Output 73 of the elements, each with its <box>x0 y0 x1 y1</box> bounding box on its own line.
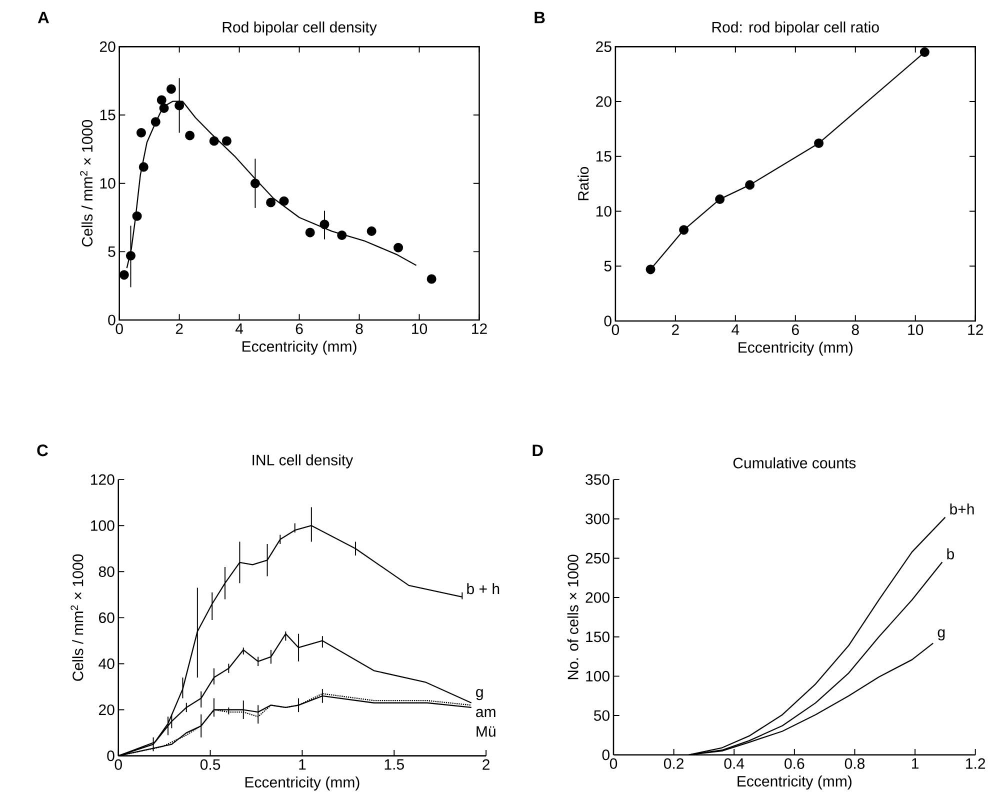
y-tick-label: 60 <box>98 612 114 623</box>
y-tick-label: 100 <box>586 670 610 682</box>
x-tick-label: 6 <box>296 323 303 334</box>
x-axis-title: Eccentricity (mm) <box>738 775 852 790</box>
y-axis-title: No. of cells × 1000 <box>567 554 578 679</box>
y-axis-title: Cells / mm$^{2}$ × 1000 <box>70 554 84 681</box>
x-tick-label: 0.5 <box>200 759 220 770</box>
chart-title: Cumulative counts <box>733 457 856 468</box>
y-tick-label: 0 <box>604 316 612 326</box>
series-label: b <box>947 548 954 560</box>
y-tick-label: 150 <box>586 631 610 642</box>
x-tick-label: 1 <box>299 759 306 770</box>
y-tick-label: 50 <box>594 710 610 721</box>
series-label: g <box>476 688 483 700</box>
x-tick-label: 12 <box>968 324 983 335</box>
y-tick-label: 15 <box>596 150 612 162</box>
x-tick-label: 0.6 <box>784 758 804 769</box>
y-tick-label: 120 <box>91 474 114 485</box>
x-tick-label: 8 <box>356 323 363 334</box>
chart-title: INL cell density <box>252 454 354 468</box>
x-tick-label: 2 <box>482 759 490 770</box>
y-tick-label: 20 <box>98 704 114 715</box>
y-tick-label: 5 <box>108 246 116 257</box>
y-tick-label: 250 <box>586 552 610 564</box>
x-tick-label: 12 <box>472 323 487 334</box>
chart-title: Rod: rod bipolar cell ratio <box>712 21 879 36</box>
x-tick-label: 0.2 <box>664 758 684 769</box>
series-label: b+h <box>950 503 974 514</box>
series-label: b + h <box>467 582 500 594</box>
x-axis-title: Eccentricity (mm) <box>242 340 356 355</box>
y-axis-title: Ratio <box>578 166 589 200</box>
series-label: Mü <box>476 726 496 737</box>
y-tick-label: 20 <box>100 41 116 52</box>
x-tick-label: 1.5 <box>384 759 404 770</box>
y-tick-label: 0 <box>602 749 610 760</box>
y-tick-label: 0 <box>108 314 116 326</box>
x-axis-title: Eccentricity (mm) <box>738 342 852 356</box>
series-label: g <box>938 629 945 640</box>
x-tick-label: 1 <box>912 758 918 768</box>
y-tick-label: 25 <box>596 41 612 52</box>
y-tick-label: 80 <box>98 566 114 577</box>
y-tick-label: 20 <box>596 96 612 107</box>
x-tick-label: 8 <box>852 324 859 335</box>
x-tick-label: 0 <box>612 324 620 335</box>
y-tick-label: 200 <box>586 592 610 603</box>
x-axis-title: Eccentricity (mm) <box>245 776 360 790</box>
y-tick-label: 5 <box>604 260 612 272</box>
y-tick-label: 40 <box>98 658 114 669</box>
x-tick-label: 4 <box>732 324 740 335</box>
x-tick-label: 4 <box>235 323 244 334</box>
chart-title: Rod bipolar cell density <box>222 21 377 36</box>
y-tick-label: 10 <box>100 178 116 189</box>
x-tick-label: 10 <box>412 323 428 334</box>
y-axis-title: Cells / mm$^{2}$ × 1000 <box>80 120 93 246</box>
x-tick-label: 0.4 <box>724 758 744 769</box>
x-tick-label: 2 <box>672 324 679 335</box>
x-tick-label: 0.8 <box>844 758 865 769</box>
y-tick-label: 350 <box>586 474 610 485</box>
y-tick-label: 15 <box>100 110 116 120</box>
x-tick-label: 1.2 <box>966 758 986 769</box>
series-label: am <box>476 708 496 717</box>
y-tick-label: 10 <box>596 206 612 216</box>
x-tick-label: 0 <box>116 323 123 334</box>
text: D <box>532 444 543 456</box>
text: A <box>38 12 49 23</box>
y-tick-label: 300 <box>586 513 610 524</box>
x-tick-label: 10 <box>908 324 924 335</box>
x-tick-label: 2 <box>176 323 183 334</box>
text: B <box>534 12 545 23</box>
x-tick-label: 6 <box>792 324 799 335</box>
text: C <box>37 444 48 456</box>
y-tick-label: 0 <box>107 750 114 761</box>
y-tick-label: 100 <box>91 520 114 531</box>
